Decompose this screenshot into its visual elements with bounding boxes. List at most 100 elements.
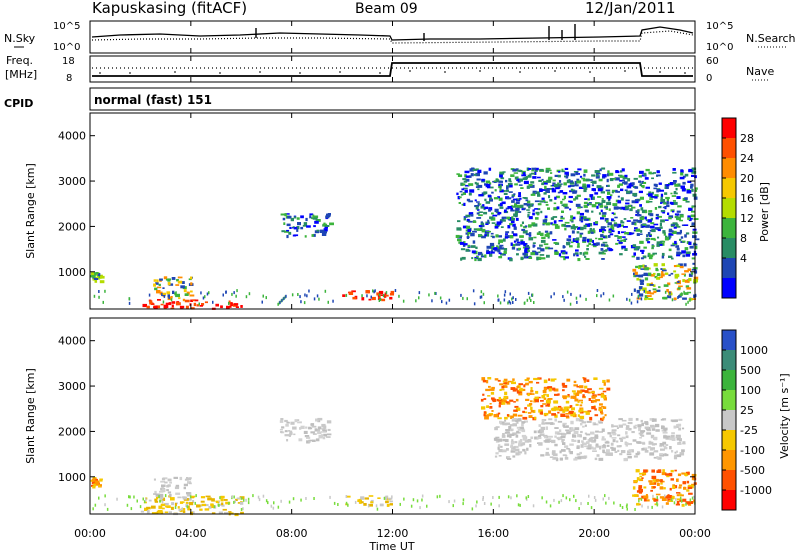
power-region-0: [90, 272, 105, 284]
colorbar-swatch: [722, 258, 736, 279]
velocity-ylabel: Slant Range [km]: [24, 368, 37, 464]
colorbar-swatch: [722, 198, 736, 219]
cpid-label: CPID: [4, 97, 33, 110]
colorbar-tick-label: 1000: [740, 344, 768, 357]
colorbar-swatch: [722, 238, 736, 259]
colorbar-tick-label: 20: [740, 172, 754, 185]
colorbar-tick-label: 25: [740, 404, 754, 417]
power-panel: [89, 112, 700, 310]
y-tick-label: 1000: [58, 266, 86, 279]
colorbar-tick-label: -500: [740, 464, 765, 477]
y-tick-label: 4000: [58, 335, 86, 348]
x-tick-label: 00:00: [679, 527, 711, 540]
colorbar-tick-label: 16: [740, 192, 754, 205]
velocity-region-3: [279, 417, 332, 444]
nsky-trace: [91, 26, 694, 41]
colorbar-tick-label: 12: [740, 212, 754, 225]
y-tick-label: 2000: [58, 425, 86, 438]
power-region-speckle: [93, 289, 697, 306]
nsky-tick-bottom: 10^0: [53, 42, 80, 53]
colorbar-tick-label: 28: [740, 132, 754, 145]
velocity-panel: [89, 317, 697, 517]
colorbar-tick-label: -25: [740, 424, 758, 437]
power-region-3: [280, 213, 334, 239]
velocity-region-6: [493, 417, 686, 462]
colorbar-swatch: [722, 450, 736, 471]
power-panel-frame: [89, 112, 696, 310]
y-tick-label: 3000: [58, 175, 86, 188]
colorbar-swatch: [722, 470, 736, 491]
colorbar-swatch: [722, 138, 736, 159]
colorbar-tick-label: 8: [740, 232, 747, 245]
freq-tick-bottom: 8: [66, 73, 72, 84]
y-tick-label: 2000: [58, 220, 86, 233]
y-tick-label: 4000: [58, 130, 86, 143]
colorbar-tick-label: 100: [740, 384, 761, 397]
x-tick-label: 12:00: [377, 527, 409, 540]
velocity-region-7: [632, 469, 697, 507]
colorbar-swatch: [722, 218, 736, 239]
x-tick-label: 16:00: [477, 527, 509, 540]
velocity-region-2: [153, 476, 192, 498]
nsearch-tick-top: 10^5: [706, 21, 733, 32]
x-axis-label: Time UT: [368, 540, 414, 553]
colorbar-tick-label: 24: [740, 152, 754, 165]
y-tick-label: 3000: [58, 380, 86, 393]
colorbar-swatch: [722, 370, 736, 391]
power-region-1: [142, 299, 243, 310]
cpid-text: normal (fast) 151: [94, 93, 212, 107]
colorbar-swatch: [722, 490, 736, 511]
x-tick-label: 20:00: [578, 527, 610, 540]
nsearch-label: N.Search: [746, 32, 796, 45]
nsky-label: N.Sky: [4, 32, 36, 45]
x-tick-label: 08:00: [276, 527, 308, 540]
date-title: 12/Jan/2011: [585, 0, 676, 17]
cpid-panel: [89, 87, 696, 111]
freq-tick-top: 18: [62, 56, 75, 67]
freq-label-bottom: [MHz]: [5, 68, 37, 81]
nsky-spikes: [255, 24, 576, 41]
y-tick-label: 1000: [58, 471, 86, 484]
station-title: Kapuskasing (fitACF): [92, 0, 247, 17]
velocity-region-4: [345, 495, 393, 507]
power-ylabel: Slant Range [km]: [24, 163, 37, 259]
velocity-colorbar-label: Velocity [m s⁻¹]: [778, 373, 791, 458]
beam-title: Beam 09: [355, 1, 418, 17]
colorbar-swatch: [722, 410, 736, 431]
velocity-region-5: [480, 377, 611, 422]
power-region-5: [455, 167, 700, 262]
colorbar-swatch: [722, 158, 736, 179]
velocity-region-1: [140, 495, 245, 517]
nave-tick-top: 60: [706, 56, 719, 67]
nsearch-trace: [91, 30, 694, 44]
velocity-colorbar: 1000 500 100 25 -25 -100 -500 -1000: [721, 329, 772, 511]
colorbar-swatch: [722, 430, 736, 451]
nave-scatter: [99, 70, 686, 74]
freq-trace: [92, 62, 693, 77]
colorbar-swatch: [722, 350, 736, 371]
colorbar-swatch: [722, 278, 736, 299]
x-tick-label: 00:00: [74, 527, 106, 540]
x-tick-label: 04:00: [175, 527, 207, 540]
colorbar-tick-label: 500: [740, 364, 761, 377]
power-colorbar-label: Power [dB]: [758, 182, 771, 242]
velocity-panel-frame: [89, 317, 696, 515]
colorbar-swatch: [722, 390, 736, 411]
nave-tick-bottom: 0: [706, 73, 712, 84]
nsky-tick-top: 10^5: [53, 21, 80, 32]
colorbar-swatch: [722, 178, 736, 199]
velocity-region-0: [90, 477, 103, 489]
power-colorbar: 28 24 20 16 12 8 4: [721, 117, 754, 299]
velocity-region-speckle: [92, 494, 696, 511]
power-region-2: [153, 276, 195, 302]
colorbar-swatch: [722, 330, 736, 351]
nave-label: Nave: [746, 65, 774, 78]
nsearch-tick-bottom: 10^0: [706, 42, 733, 53]
colorbar-swatch: [722, 118, 736, 139]
colorbar-tick-label: -100: [740, 444, 765, 457]
power-region-6: [632, 262, 699, 301]
freq-label-top: Freq.: [6, 54, 33, 67]
colorbar-tick-label: -1000: [740, 484, 772, 497]
colorbar-tick-label: 4: [740, 252, 747, 265]
